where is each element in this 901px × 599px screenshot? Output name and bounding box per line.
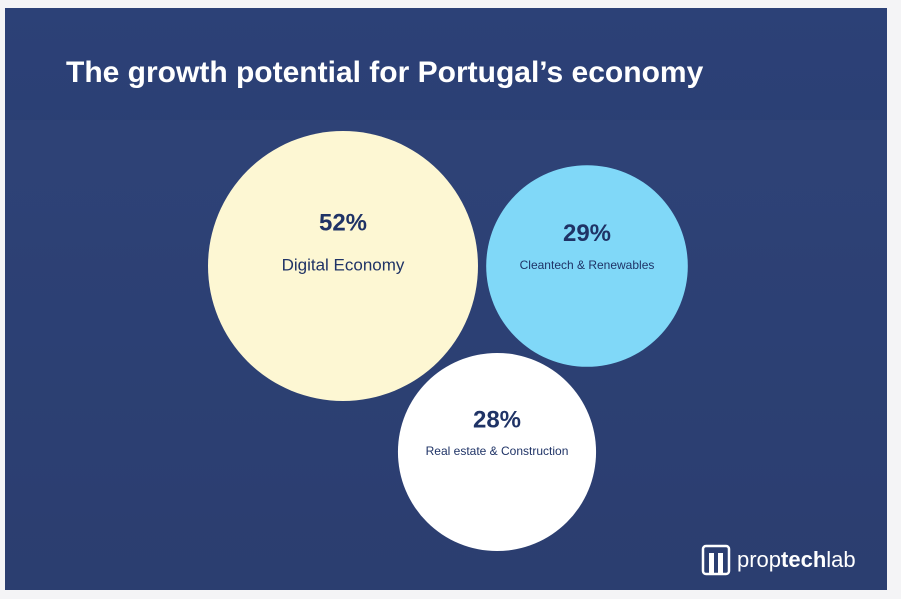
logo-icon-bar bbox=[718, 553, 723, 574]
brand-part: lab bbox=[826, 547, 855, 572]
brand-part: prop bbox=[737, 547, 781, 572]
bubble bbox=[208, 131, 478, 401]
category-label: Digital Economy bbox=[282, 255, 405, 274]
value-label: 28% bbox=[473, 407, 521, 434]
value-label: 52% bbox=[319, 209, 367, 236]
chart-title: The growth potential for Portugal’s econ… bbox=[66, 56, 704, 89]
value-label: 29% bbox=[563, 220, 611, 247]
brand-part: tech bbox=[781, 547, 826, 572]
category-label: Real estate & Construction bbox=[426, 444, 569, 458]
brand-name: proptechlab bbox=[737, 547, 856, 572]
logo-icon bbox=[701, 544, 731, 576]
category-label: Cleantech & Renewables bbox=[520, 258, 655, 272]
brand-logo: proptechlab bbox=[701, 544, 856, 576]
bubble bbox=[397, 352, 597, 552]
logo-icon-bar bbox=[709, 553, 714, 574]
bubble bbox=[486, 165, 688, 367]
